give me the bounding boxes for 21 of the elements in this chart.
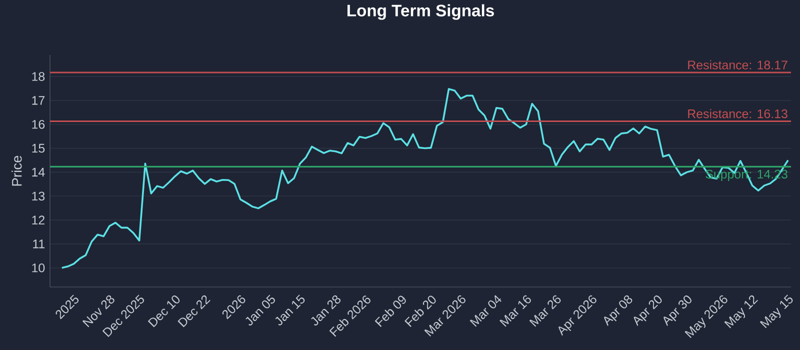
x-tick-label: Apr 08: [604, 295, 632, 326]
x-tick-label: Apr 20: [634, 295, 662, 326]
x-tick-label: Feb 09: [374, 296, 406, 327]
chart-title: Long Term Signals: [348, 4, 494, 20]
y-tick-label: 17: [32, 96, 44, 105]
y-tick-label: 12: [32, 216, 44, 224]
x-tick-label: May 15: [760, 294, 793, 328]
y-tick-label: 16: [32, 120, 45, 129]
y-tick-label: 15: [32, 144, 45, 153]
ref-line-label: Resistance: 16.13: [688, 109, 788, 118]
ref-line-label: Resistance: 18.17: [688, 60, 788, 70]
x-tick-label: Jan 05: [246, 294, 275, 326]
y-tick-label: 18: [32, 72, 45, 81]
x-tick-label: Apr 30: [663, 295, 692, 326]
y-tick-label: 10: [32, 263, 45, 272]
y-axis-title: Price: [12, 156, 22, 186]
y-tick-label: 14: [32, 168, 45, 176]
y-tick-label: 11: [33, 240, 44, 248]
line-series: [61, 88, 789, 269]
y-tick-label: 13: [32, 192, 45, 201]
x-tick-label: Jan 15: [275, 294, 305, 326]
